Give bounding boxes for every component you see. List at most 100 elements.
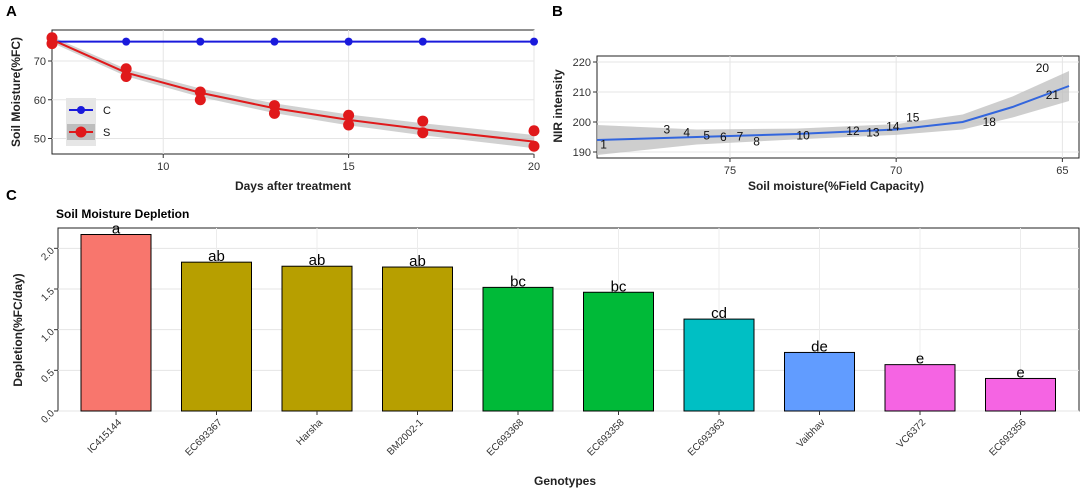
panel-a-chart: 10 15 20 50 60 70 Days after treatment Soil M… [9,29,540,193]
panel-a-series [46,32,540,152]
panel-b-point-label: 8 [753,135,760,149]
series-s-point [268,100,280,112]
panel-c-x-tick-label: IC415144 [86,417,125,456]
legend-c-point [77,106,85,114]
series-s-point [528,125,540,137]
panel-b-x-axis-title: Soil moisture(%Field Capacity) [748,179,924,193]
panel-c-x-tick-label: EC693363 [686,417,728,459]
legend-s-point [75,126,87,138]
panel-b-y-tick-label: 190 [573,147,591,159]
series-c-point [418,37,427,46]
series-c-point [270,37,279,46]
panel-letter-c: C [6,187,17,204]
panel-a-ticks: 10 15 20 50 60 70 [34,56,540,173]
panel-a-grid [52,30,535,154]
panel-b-point-label: 15 [906,111,920,125]
panel-b-point-label: 12 [846,124,860,138]
bar-ec693367 [181,261,252,412]
series-c-point [122,37,131,46]
panel-letter-a: A [6,3,17,20]
bar-ec693358 [583,291,654,412]
panel-b-fit-curve [596,85,1070,141]
panel-b-point-label: 21 [1046,88,1060,102]
series-s-point [120,63,132,75]
series-s-point [194,94,206,106]
panel-c-x-tick-label: Harsha [295,417,326,448]
panel-a-x-tick-label: 20 [528,161,540,173]
bar-bm2002-1 [382,266,453,412]
panel-c-x-tick-label: EC693368 [485,417,527,459]
panel-a-legend: CS [66,98,111,146]
bar-significance-letter: de [811,338,828,355]
series-s-point [528,140,540,152]
bar-significance-letter: bc [611,278,627,295]
bar-ec693356 [985,377,1056,412]
bar-significance-letter: bc [510,273,526,290]
legend-s-label: S [103,127,110,139]
panel-c-x-tick-label: EC693367 [183,417,225,459]
panel-c-bars: a ab ab ab bc bc cd de e e [80,221,1056,412]
bar-significance-letter: e [1016,364,1024,381]
bar-ec693363 [683,318,755,412]
panel-c-x-tick-label: EC693358 [585,417,627,459]
panel-b-band [597,71,1070,155]
panel-b-point-label: 1 [600,138,607,152]
panel-b-point-label: 13 [866,126,880,140]
panel-a-x-tick-label: 10 [157,161,169,173]
panel-a-y-tick-label: 70 [34,56,46,68]
bar-significance-letter: ab [409,253,426,270]
bar-significance-letter: e [916,351,924,368]
legend-c-label: C [103,105,111,117]
panel-b-y-tick-label: 210 [573,87,591,99]
panel-c-x-axis-title: Genotypes [534,474,596,488]
panel-a-x-axis-title: Days after treatment [235,179,351,193]
panel-b-confidence-band [597,71,1070,155]
panel-b-point-label: 7 [737,129,744,143]
panel-b-point-label: 20 [1036,61,1050,75]
panel-c-x-tick-label: VC6372 [895,417,929,451]
panel-b-fit-line [596,85,1070,141]
series-c-point [196,37,205,46]
panel-a-y-tick-label: 50 [34,134,46,146]
panel-c-x-tick-label: Vaibhav [795,417,828,450]
panel-b-point-label: 6 [720,130,727,144]
series-s-point [343,109,355,121]
bar-vc6372 [884,364,956,412]
series-s-point [417,115,429,127]
panel-b-y-axis-title: NIR intensity [551,69,565,143]
panel-b-point-label: 14 [886,120,900,134]
panel-b-point-label: 3 [663,123,670,137]
bar-harsha [281,265,353,412]
bar-significance-letter: ab [309,252,326,269]
series-s-point [417,127,429,139]
bar-vaibhav [784,351,855,412]
series-s-point [343,119,355,131]
bar-significance-letter: cd [711,305,727,322]
panel-b-point-label: 4 [683,126,690,140]
panel-c-y-axis-title: Depletion(%FC/day) [11,273,25,386]
panel-b-x-tick-label: 75 [724,165,736,177]
panel-c-x-tick-label: BM2002-1 [385,417,426,458]
bar-ic415144 [80,234,152,412]
panel-c-x-tick-label: EC693356 [987,417,1029,459]
series-s-point [46,38,58,50]
series-c-point [344,37,353,46]
panel-b-x-tick-label: 65 [1056,165,1068,177]
panel-b-y-tick-label: 220 [573,57,591,69]
panel-letter-b: B [552,3,563,20]
panel-b-x-tick-label: 70 [890,165,902,177]
panel-c-chart: Soil Moisture Depletion a ab ab ab bc bc cd de e… [11,207,1080,488]
panel-a-y-axis-title: Soil Moisture(%FC) [9,37,23,147]
panel-b-point-label: 18 [983,115,997,129]
bar-ec693368 [482,286,554,412]
panel-b-grid [597,56,1079,158]
panel-b-point-label: 5 [703,129,710,143]
series-s-point [194,86,206,98]
panel-c-title: Soil Moisture Depletion [56,207,189,221]
bar-significance-letter: a [112,221,121,238]
panel-a-y-tick-label: 60 [34,95,46,107]
